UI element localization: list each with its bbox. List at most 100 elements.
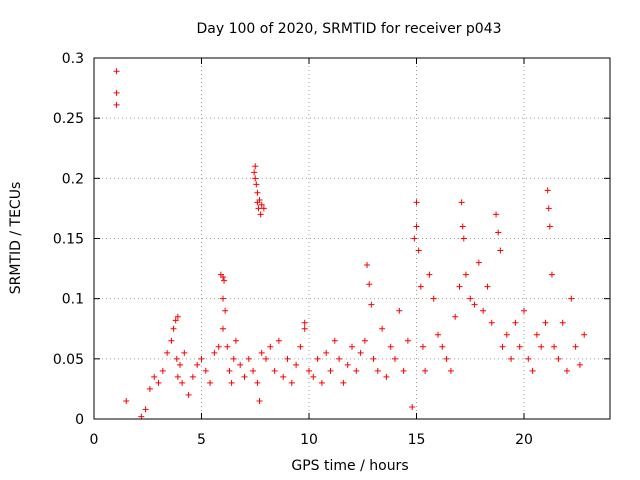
data-point bbox=[155, 379, 162, 386]
data-point bbox=[275, 337, 282, 344]
data-point bbox=[323, 349, 330, 356]
data-point bbox=[221, 277, 228, 284]
data-point bbox=[170, 325, 177, 332]
data-point bbox=[174, 373, 181, 380]
data-point bbox=[452, 313, 459, 320]
x-axis-ticks: 0 5 10 15 20 bbox=[90, 58, 533, 448]
data-point bbox=[396, 307, 403, 314]
y-tick-label: 0.2 bbox=[62, 171, 84, 187]
data-point bbox=[258, 201, 265, 208]
data-point bbox=[123, 397, 130, 404]
data-point bbox=[555, 355, 562, 362]
data-point bbox=[263, 355, 269, 362]
data-point bbox=[484, 283, 491, 290]
data-point bbox=[202, 367, 209, 374]
y-tick-label: 0.1 bbox=[62, 292, 84, 308]
data-point bbox=[392, 355, 398, 362]
data-point bbox=[419, 343, 426, 350]
data-point bbox=[559, 319, 566, 326]
data-point bbox=[220, 295, 226, 302]
data-point bbox=[255, 205, 262, 212]
data-point bbox=[194, 361, 201, 368]
data-point bbox=[538, 343, 545, 350]
gridlines bbox=[94, 58, 610, 419]
data-point bbox=[306, 367, 312, 374]
data-point bbox=[142, 406, 149, 413]
data-point bbox=[222, 307, 229, 314]
data-point bbox=[297, 343, 304, 350]
data-point bbox=[409, 403, 416, 410]
data-point bbox=[256, 397, 263, 404]
data-point bbox=[232, 337, 239, 344]
data-point bbox=[207, 379, 214, 386]
data-point bbox=[251, 169, 258, 176]
data-point bbox=[318, 379, 325, 386]
data-point bbox=[387, 343, 394, 350]
data-point bbox=[257, 211, 264, 218]
data-point bbox=[495, 229, 502, 236]
data-point bbox=[508, 355, 515, 362]
data-point bbox=[544, 187, 551, 194]
data-point bbox=[245, 355, 252, 362]
data-point bbox=[301, 325, 308, 332]
data-point bbox=[439, 343, 446, 350]
data-point bbox=[177, 361, 183, 368]
data-point bbox=[516, 343, 523, 350]
data-point bbox=[411, 235, 418, 242]
data-point bbox=[415, 247, 422, 254]
data-point bbox=[179, 379, 186, 386]
data-point bbox=[521, 307, 527, 314]
data-points bbox=[113, 68, 588, 420]
data-point bbox=[568, 295, 575, 302]
plot-frame bbox=[93, 57, 611, 420]
x-tick-label: 10 bbox=[300, 432, 318, 448]
data-point bbox=[581, 331, 588, 338]
data-point bbox=[542, 319, 549, 326]
y-axis-ticks: 0 0.05 0.1 0.15 0.2 0.25 0.3 bbox=[53, 51, 610, 428]
data-point bbox=[529, 367, 536, 374]
x-tick-label: 5 bbox=[197, 432, 206, 448]
data-point bbox=[280, 373, 287, 380]
data-point bbox=[475, 259, 482, 266]
y-tick-label: 0.3 bbox=[62, 51, 84, 67]
data-point bbox=[364, 261, 371, 268]
data-point bbox=[253, 181, 260, 188]
data-point bbox=[252, 163, 259, 170]
data-point bbox=[224, 343, 231, 350]
data-point bbox=[471, 301, 478, 308]
data-point bbox=[480, 307, 487, 314]
data-point bbox=[241, 373, 248, 380]
data-point bbox=[113, 68, 120, 75]
data-point bbox=[361, 337, 368, 344]
data-point bbox=[488, 319, 495, 326]
data-point bbox=[220, 325, 226, 332]
data-point bbox=[546, 223, 553, 230]
data-point bbox=[370, 355, 377, 362]
data-point bbox=[113, 101, 120, 108]
data-point bbox=[220, 274, 226, 281]
data-point bbox=[430, 295, 437, 302]
data-point bbox=[533, 331, 540, 338]
data-point bbox=[215, 343, 222, 350]
data-point bbox=[181, 349, 188, 356]
data-point bbox=[368, 301, 375, 308]
data-point bbox=[572, 343, 579, 350]
data-point bbox=[564, 367, 570, 374]
data-point bbox=[168, 337, 175, 344]
data-point bbox=[327, 367, 334, 374]
data-point bbox=[525, 355, 532, 362]
data-point bbox=[151, 373, 158, 380]
data-point bbox=[545, 205, 552, 212]
chart-title: Day 100 of 2020, SRMTID for receiver p04… bbox=[196, 21, 501, 37]
y-tick-label: 0.25 bbox=[53, 111, 84, 127]
data-point bbox=[497, 247, 504, 254]
y-axis-label: SRMTID / TECUs bbox=[8, 182, 24, 295]
x-tick-label: 15 bbox=[408, 432, 426, 448]
data-point bbox=[250, 367, 257, 374]
data-point bbox=[228, 379, 235, 386]
y-tick-label: 0 bbox=[75, 412, 84, 428]
data-point bbox=[146, 385, 153, 392]
data-point bbox=[164, 349, 171, 356]
data-point bbox=[211, 349, 218, 356]
